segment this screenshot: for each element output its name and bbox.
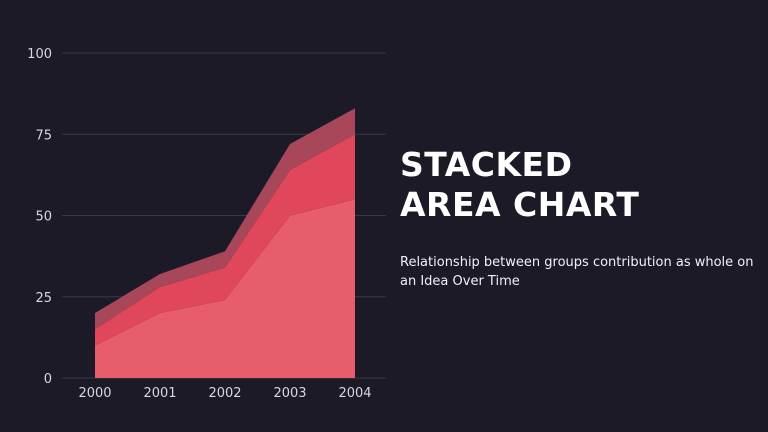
x-tick-label: 2002 (208, 386, 241, 401)
x-tick-label: 2000 (78, 386, 111, 401)
area-series-1 (95, 199, 355, 378)
x-tick-label: 2004 (338, 386, 371, 401)
y-tick-label: 0 (44, 372, 52, 387)
area-series-3 (95, 108, 355, 330)
chart-title-line-2: AREA CHART (400, 185, 640, 224)
chart-subtitle: Relationship between groups contribution… (400, 255, 754, 289)
y-tick-label: 50 (35, 210, 52, 225)
area-series-2 (95, 134, 355, 346)
x-tick-label: 2003 (273, 386, 306, 401)
x-tick-label: 2001 (143, 386, 176, 401)
stacked-area-chart: 0 25 50 75 100 2000 2001 2002 2003 2004 (27, 47, 386, 401)
y-tick-label: 100 (27, 47, 52, 62)
y-tick-label: 75 (35, 128, 52, 143)
chart-title-line-1: STACKED (400, 145, 573, 184)
y-tick-label: 25 (35, 291, 52, 306)
